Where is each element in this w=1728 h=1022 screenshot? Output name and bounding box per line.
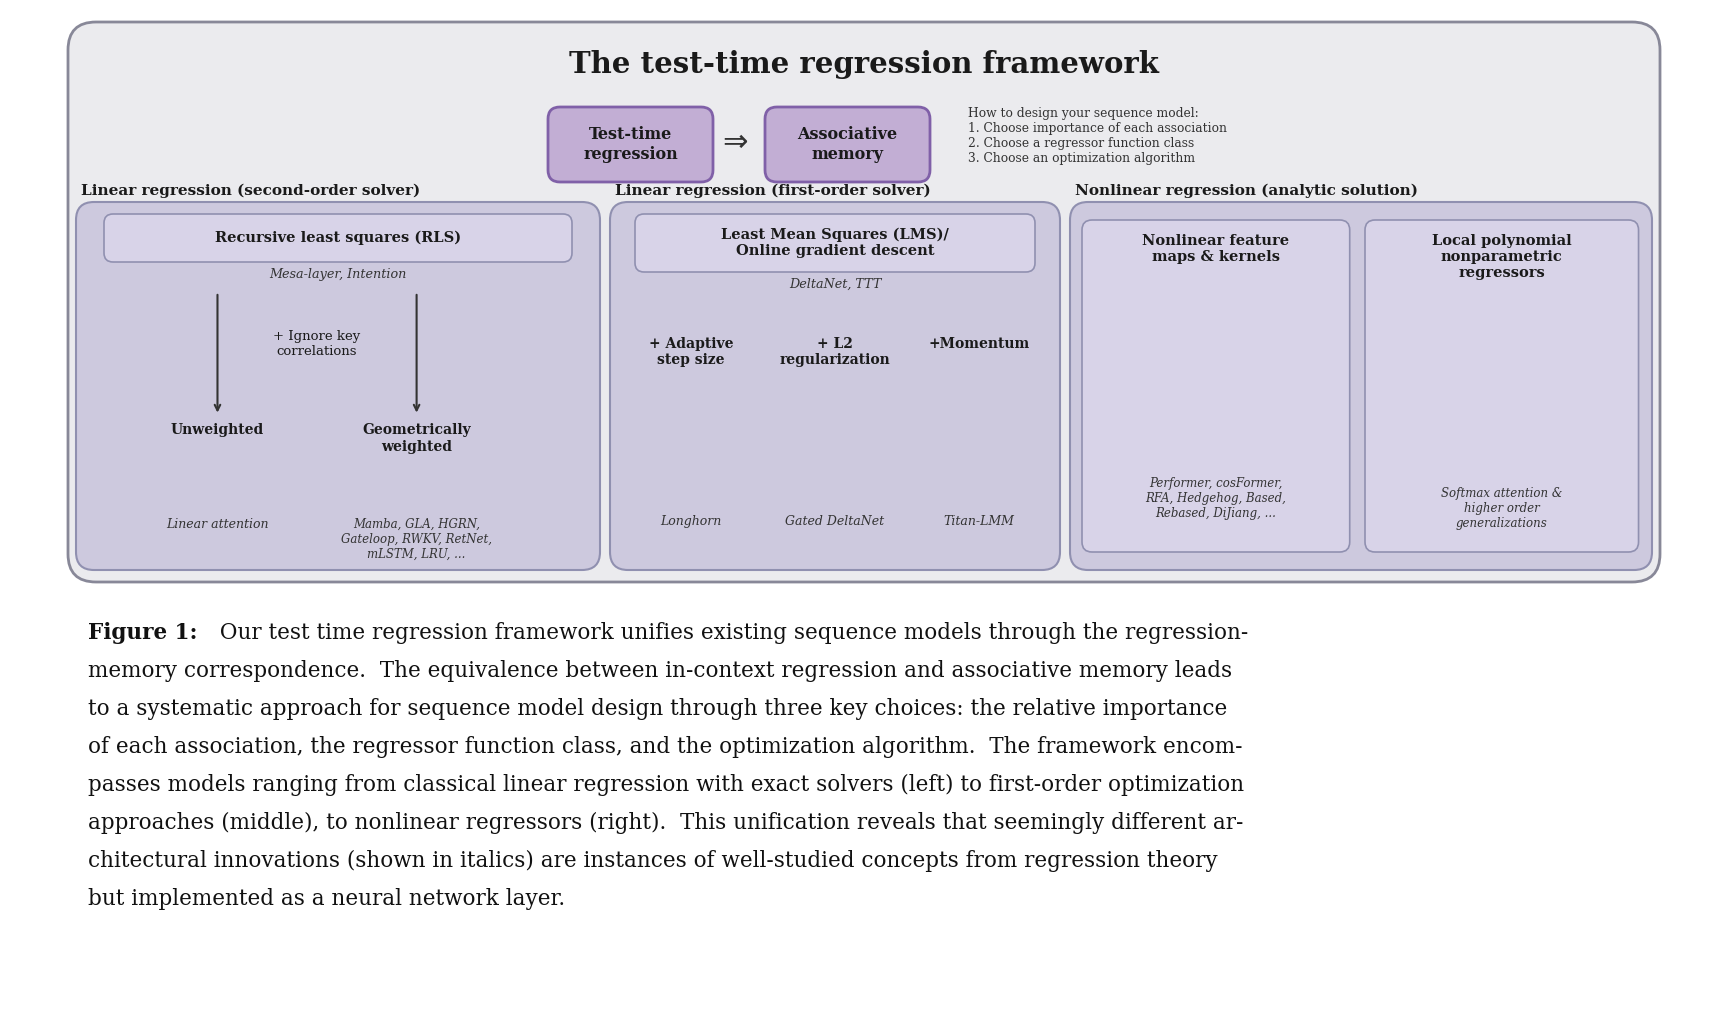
FancyBboxPatch shape xyxy=(610,202,1059,570)
Text: Our test time regression framework unifies existing sequence models through the : Our test time regression framework unifi… xyxy=(206,622,1248,644)
Text: Linear attention: Linear attention xyxy=(166,518,270,531)
FancyBboxPatch shape xyxy=(766,107,930,182)
FancyBboxPatch shape xyxy=(76,202,600,570)
FancyBboxPatch shape xyxy=(67,22,1661,582)
Text: passes models ranging from classical linear regression with exact solvers (left): passes models ranging from classical lin… xyxy=(88,774,1244,796)
Text: approaches (middle), to nonlinear regressors (right).  This unification reveals : approaches (middle), to nonlinear regres… xyxy=(88,812,1244,834)
Text: + Ignore key
correlations: + Ignore key correlations xyxy=(273,330,361,358)
FancyBboxPatch shape xyxy=(1365,220,1638,552)
Text: +Momentum: +Momentum xyxy=(928,337,1030,351)
Text: but implemented as a neural network layer.: but implemented as a neural network laye… xyxy=(88,888,565,910)
Text: DeltaNet, TTT: DeltaNet, TTT xyxy=(788,278,881,291)
Text: of each association, the regressor function class, and the optimization algorith: of each association, the regressor funct… xyxy=(88,736,1242,758)
Text: Mesa-layer, Intention: Mesa-layer, Intention xyxy=(270,268,406,281)
Text: The test-time regression framework: The test-time regression framework xyxy=(569,50,1159,79)
Text: + Adaptive
step size: + Adaptive step size xyxy=(648,337,733,367)
Text: Gated DeltaNet: Gated DeltaNet xyxy=(786,515,885,528)
Text: Nonlinear regression (analytic solution): Nonlinear regression (analytic solution) xyxy=(1075,184,1419,198)
Text: Titan-LMM: Titan-LMM xyxy=(943,515,1014,528)
Text: Longhorn: Longhorn xyxy=(660,515,722,528)
Text: Least Mean Squares (LMS)/
Online gradient descent: Least Mean Squares (LMS)/ Online gradien… xyxy=(721,228,949,259)
Text: Performer, cosFormer,
RFA, Hedgehog, Based,
Rebased, DiJiang, ...: Performer, cosFormer, RFA, Hedgehog, Bas… xyxy=(1146,477,1286,520)
Text: + L2
regularization: + L2 regularization xyxy=(779,337,890,367)
Text: Associative
memory: Associative memory xyxy=(797,126,897,162)
Text: Mamba, GLA, HGRN,
Gateloop, RWKV, RetNet,
mLSTM, LRU, ...: Mamba, GLA, HGRN, Gateloop, RWKV, RetNet… xyxy=(340,518,492,561)
Text: Linear regression (first-order solver): Linear regression (first-order solver) xyxy=(615,184,931,198)
FancyBboxPatch shape xyxy=(104,214,572,262)
Text: to a systematic approach for sequence model design through three key choices: th: to a systematic approach for sequence mo… xyxy=(88,698,1227,721)
Text: Geometrically
weighted: Geometrically weighted xyxy=(363,423,472,454)
Text: Unweighted: Unweighted xyxy=(171,423,264,437)
Text: Nonlinear feature
maps & kernels: Nonlinear feature maps & kernels xyxy=(1142,234,1289,265)
Text: Softmax attention &
higher order
generalizations: Softmax attention & higher order general… xyxy=(1441,487,1562,530)
FancyBboxPatch shape xyxy=(1082,220,1350,552)
FancyBboxPatch shape xyxy=(548,107,714,182)
FancyBboxPatch shape xyxy=(1070,202,1652,570)
Text: Linear regression (second-order solver): Linear regression (second-order solver) xyxy=(81,184,420,198)
Text: Test-time
regression: Test-time regression xyxy=(582,126,677,162)
Text: memory correspondence.  The equivalence between in-context regression and associ: memory correspondence. The equivalence b… xyxy=(88,660,1232,682)
Text: Figure 1:: Figure 1: xyxy=(88,622,197,644)
Text: Local polynomial
nonparametric
regressors: Local polynomial nonparametric regressor… xyxy=(1433,234,1572,280)
FancyBboxPatch shape xyxy=(634,214,1035,272)
Text: chitectural innovations (shown in italics) are instances of well-studied concept: chitectural innovations (shown in italic… xyxy=(88,850,1218,872)
Text: How to design your sequence model:
1. Choose importance of each association
2. C: How to design your sequence model: 1. Ch… xyxy=(968,107,1227,165)
Text: ⇒: ⇒ xyxy=(722,128,748,157)
Text: Recursive least squares (RLS): Recursive least squares (RLS) xyxy=(214,231,461,245)
